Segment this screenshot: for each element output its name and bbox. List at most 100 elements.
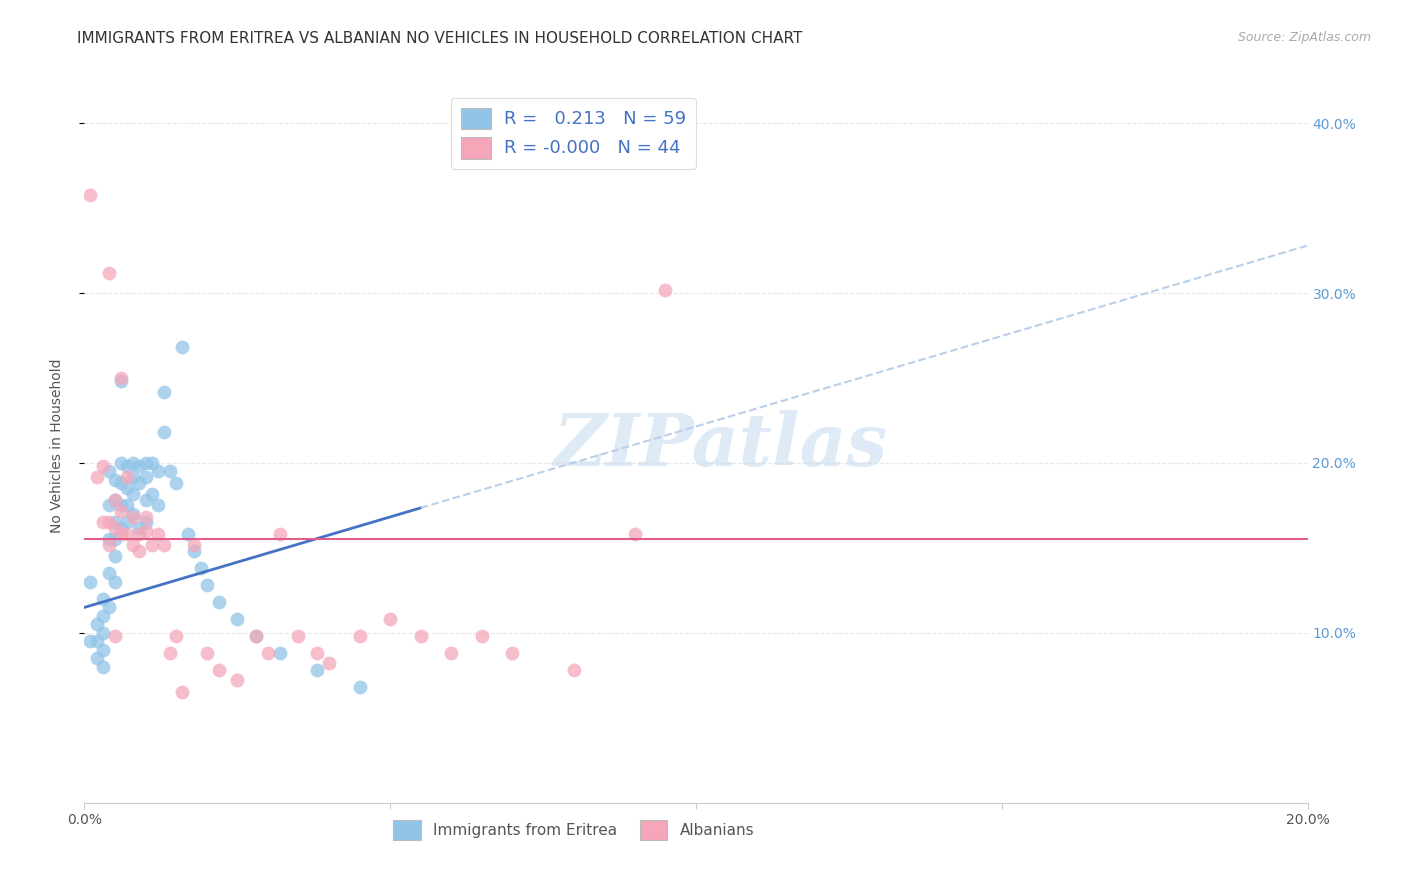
Point — [104, 549, 127, 564]
Point — [104, 520, 127, 534]
Point — [440, 646, 463, 660]
Point — [91, 591, 114, 606]
Point — [128, 527, 150, 541]
Point — [115, 516, 138, 530]
Point — [471, 629, 494, 643]
Point — [172, 685, 194, 699]
Point — [245, 629, 267, 643]
Point — [208, 663, 231, 677]
Text: IMMIGRANTS FROM ERITREA VS ALBANIAN NO VEHICLES IN HOUSEHOLD CORRELATION CHART: IMMIGRANTS FROM ERITREA VS ALBANIAN NO V… — [77, 31, 803, 46]
Point — [305, 663, 328, 677]
Point — [110, 371, 132, 385]
Point — [409, 629, 432, 643]
Point — [128, 520, 150, 534]
Point — [79, 187, 101, 202]
Point — [91, 626, 114, 640]
Point — [115, 499, 138, 513]
Point — [135, 493, 157, 508]
Point — [165, 629, 187, 643]
Point — [110, 499, 132, 513]
Point — [79, 574, 101, 589]
Point — [115, 459, 138, 474]
Point — [183, 544, 205, 558]
Point — [97, 465, 120, 479]
Point — [146, 527, 169, 541]
Point — [91, 660, 114, 674]
Point — [86, 634, 108, 648]
Point — [305, 646, 328, 660]
Point — [91, 516, 114, 530]
Text: ZIPatlas: ZIPatlas — [554, 410, 887, 482]
Point — [79, 634, 101, 648]
Point — [141, 486, 163, 500]
Point — [624, 527, 647, 541]
Point — [104, 493, 127, 508]
Point — [195, 578, 218, 592]
Point — [110, 503, 132, 517]
Point — [269, 646, 291, 660]
Point — [245, 629, 267, 643]
Point — [135, 516, 157, 530]
Point — [380, 612, 402, 626]
Point — [110, 476, 132, 491]
Point — [97, 266, 120, 280]
Point — [165, 476, 187, 491]
Point — [115, 527, 138, 541]
Point — [122, 469, 145, 483]
Point — [115, 469, 138, 483]
Point — [91, 608, 114, 623]
Point — [654, 283, 676, 297]
Point — [135, 469, 157, 483]
Point — [226, 612, 249, 626]
Point — [153, 384, 176, 399]
Point — [135, 510, 157, 524]
Point — [86, 617, 108, 632]
Point — [86, 469, 108, 483]
Point — [141, 537, 163, 551]
Point — [122, 507, 145, 521]
Point — [122, 456, 145, 470]
Point — [146, 465, 169, 479]
Point — [177, 527, 200, 541]
Point — [502, 646, 524, 660]
Point — [122, 537, 145, 551]
Point — [128, 476, 150, 491]
Point — [318, 657, 340, 671]
Point — [110, 375, 132, 389]
Point — [104, 629, 127, 643]
Point — [110, 520, 132, 534]
Point — [97, 533, 120, 547]
Point — [86, 651, 108, 665]
Point — [349, 680, 371, 694]
Text: Source: ZipAtlas.com: Source: ZipAtlas.com — [1237, 31, 1371, 45]
Point — [97, 499, 120, 513]
Point — [110, 456, 132, 470]
Point — [91, 643, 114, 657]
Point — [104, 533, 127, 547]
Point — [208, 595, 231, 609]
Point — [195, 646, 218, 660]
Point — [91, 459, 114, 474]
Point — [257, 646, 280, 660]
Point — [135, 524, 157, 538]
Legend: Immigrants from Eritrea, Albanians: Immigrants from Eritrea, Albanians — [384, 811, 763, 848]
Point — [97, 516, 120, 530]
Point — [269, 527, 291, 541]
Point — [128, 459, 150, 474]
Point — [128, 544, 150, 558]
Point — [183, 537, 205, 551]
Point — [146, 499, 169, 513]
Point — [153, 537, 176, 551]
Point — [104, 493, 127, 508]
Point — [97, 566, 120, 581]
Point — [97, 600, 120, 615]
Point — [226, 673, 249, 688]
Point — [190, 561, 212, 575]
Point — [287, 629, 309, 643]
Point — [159, 646, 181, 660]
Point — [97, 537, 120, 551]
Point — [104, 473, 127, 487]
Point — [110, 527, 132, 541]
Point — [159, 465, 181, 479]
Point — [153, 425, 176, 440]
